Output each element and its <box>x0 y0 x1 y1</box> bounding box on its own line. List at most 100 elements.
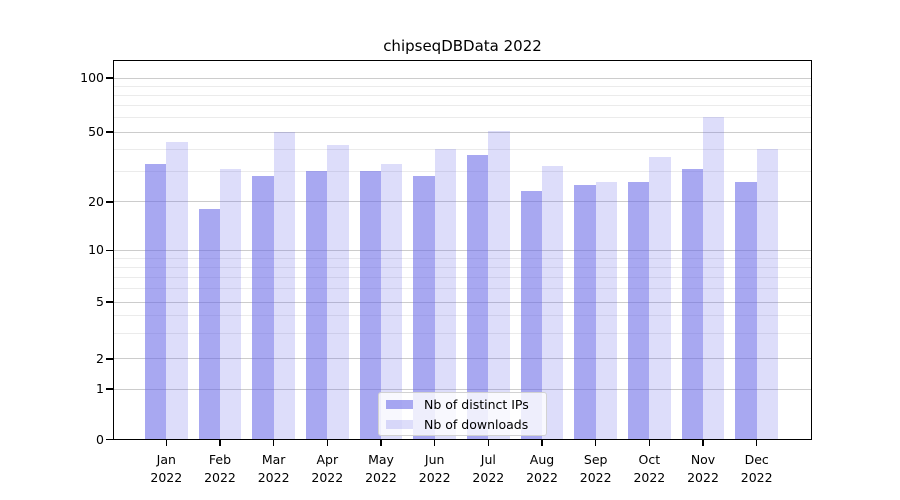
minor-gridline <box>113 95 811 97</box>
x-tick-mark <box>380 440 382 446</box>
chart-title: chipseqDBData 2022 <box>383 37 542 55</box>
x-tick-label: Nov 2022 <box>671 451 735 486</box>
y-tick-label: 20 <box>88 193 104 209</box>
y-tick-label: 100 <box>80 70 104 86</box>
year-label: 2022 <box>204 469 236 485</box>
month-label: Dec <box>744 452 769 467</box>
major-gridline <box>113 249 811 251</box>
bar-distinct-ips <box>574 184 596 440</box>
bar-distinct-ips <box>198 209 220 440</box>
major-gridline <box>113 301 811 303</box>
legend-item-distinct-ips: Nb of distinct IPs <box>386 397 539 412</box>
y-tick-label: 0 <box>96 431 104 447</box>
x-tick-mark <box>648 440 651 446</box>
minor-gridline <box>113 85 811 87</box>
x-tick-label: Feb 2022 <box>188 451 252 486</box>
y-tick-mark <box>106 358 113 360</box>
x-tick-label: Jan 2022 <box>134 451 198 486</box>
y-tick-mark <box>106 77 113 79</box>
minor-gridline <box>113 333 811 335</box>
x-tick-label: Apr 2022 <box>295 451 359 486</box>
bar-downloads <box>166 141 188 440</box>
minor-gridline <box>113 117 811 119</box>
month-label: May <box>368 452 394 467</box>
x-tick-mark <box>702 440 704 446</box>
y-tick-mark <box>106 301 113 303</box>
x-tick-mark <box>219 440 221 446</box>
minor-gridline <box>113 315 811 317</box>
month-label: Nov <box>690 452 716 467</box>
month-label: Sep <box>583 452 608 467</box>
y-tick-label: 5 <box>96 294 104 310</box>
bar-distinct-ips <box>627 181 650 440</box>
bar-downloads <box>327 145 349 440</box>
x-tick-mark <box>272 440 275 446</box>
x-tick-mark <box>165 440 168 446</box>
bar-distinct-ips <box>681 168 704 440</box>
x-tick-label: Mar 2022 <box>242 451 306 486</box>
bar-distinct-ips <box>466 155 489 440</box>
legend-label-distinct-ips: Nb of distinct IPs <box>424 396 529 412</box>
year-label: 2022 <box>365 469 397 485</box>
minor-gridline <box>113 257 811 259</box>
minor-gridline <box>113 170 811 172</box>
bar-downloads <box>542 166 564 440</box>
major-gridline <box>113 201 811 203</box>
legend-swatch-downloads <box>386 419 413 429</box>
legend-item-downloads: Nb of downloads <box>386 417 539 432</box>
bar-downloads <box>756 149 779 440</box>
x-tick-mark <box>755 440 758 446</box>
bar-downloads <box>219 168 242 440</box>
y-tick-label: 10 <box>88 242 104 258</box>
minor-gridline <box>113 105 811 107</box>
x-tick-label: Oct 2022 <box>617 451 681 486</box>
legend-label-downloads: Nb of downloads <box>424 416 529 432</box>
bar-distinct-ips <box>735 181 757 440</box>
bar-distinct-ips <box>359 171 381 440</box>
y-tick-mark <box>106 201 113 203</box>
x-tick-mark <box>541 440 543 446</box>
y-tick-mark <box>106 438 113 441</box>
plot-area <box>113 61 811 440</box>
year-label: 2022 <box>418 469 451 485</box>
year-label: 2022 <box>687 469 719 485</box>
bar-downloads <box>649 157 671 440</box>
x-tick-label: Jun 2022 <box>403 451 467 486</box>
x-tick-label: Aug 2022 <box>510 451 574 486</box>
major-gridline <box>113 388 811 390</box>
bar-distinct-ips <box>520 191 542 440</box>
bar-downloads <box>380 163 403 440</box>
bar-downloads <box>434 149 457 440</box>
x-tick-label: Sep 2022 <box>564 451 628 486</box>
bar-distinct-ips <box>413 176 435 440</box>
year-label: 2022 <box>311 469 344 485</box>
minor-gridline <box>113 148 811 150</box>
y-tick-label: 2 <box>96 350 104 366</box>
major-gridline <box>113 77 811 79</box>
y-tick-mark <box>106 249 113 252</box>
minor-gridline <box>113 276 811 278</box>
year-label: 2022 <box>526 469 558 485</box>
major-gridline <box>113 358 811 360</box>
month-label: Mar <box>261 452 286 467</box>
month-label: Jun <box>424 452 445 467</box>
month-label: Jul <box>480 452 496 467</box>
x-tick-mark <box>487 440 490 446</box>
bar-downloads <box>703 116 725 440</box>
y-tick-label: 50 <box>88 124 104 140</box>
minor-gridline <box>113 266 811 268</box>
bar-distinct-ips <box>252 176 274 440</box>
x-tick-label: Dec 2022 <box>725 451 789 486</box>
y-tick-mark <box>106 388 113 390</box>
legend: Nb of distinct IPs Nb of downloads <box>378 392 547 436</box>
year-label: 2022 <box>257 469 290 485</box>
month-label: Aug <box>529 452 555 467</box>
major-gridline <box>113 131 811 133</box>
y-tick-mark <box>106 131 113 133</box>
year-label: 2022 <box>740 469 773 485</box>
bar-downloads <box>488 130 510 440</box>
bar-downloads <box>595 181 618 440</box>
bar-downloads <box>273 132 296 440</box>
month-label: Feb <box>208 452 232 467</box>
